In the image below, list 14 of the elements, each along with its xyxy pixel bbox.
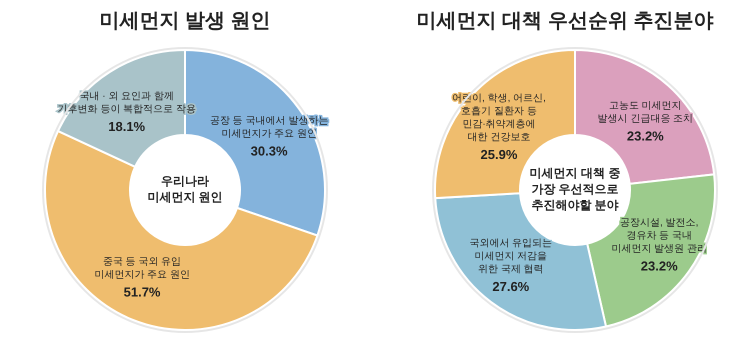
data-label: 30.3% bbox=[250, 144, 288, 160]
text: 미세먼지 대책 중 가장 우선적으로 추진해야할 분야 bbox=[530, 166, 620, 212]
text: 우리나라 미세먼지 원인 bbox=[147, 174, 223, 204]
data-label: 23.2% bbox=[626, 128, 664, 144]
data-label: 18.1% bbox=[108, 120, 146, 135]
data-label: 25.9% bbox=[480, 147, 518, 162]
slice-label: 중국 등 국외 유입 미세먼지가 주요 원인 bbox=[94, 256, 190, 280]
data-label: 27.6% bbox=[492, 280, 530, 295]
data-label: 51.7% bbox=[124, 285, 161, 300]
chart-title: 미세먼지 발생 원인 bbox=[99, 10, 271, 32]
data-label: 23.2% bbox=[640, 259, 678, 274]
chart-title: 미세먼지 대책 우선순위 추진분야 bbox=[416, 10, 714, 32]
slice-label: 고농도 미세먼지 발생시 긴급대응 조치 bbox=[598, 100, 694, 124]
slice-label: 국외에서 유입되는 미세먼지 저감을 위한 국제 협력 bbox=[469, 238, 552, 275]
